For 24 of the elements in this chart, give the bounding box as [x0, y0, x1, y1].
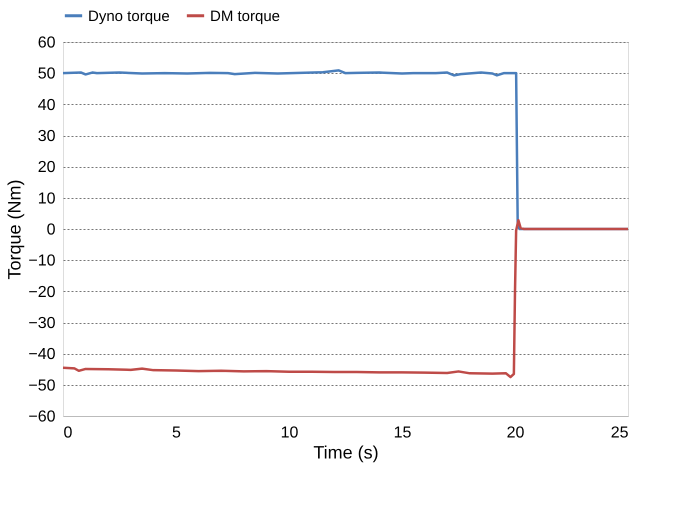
- y-tick-label: −60: [28, 408, 56, 426]
- y-tick-label: −30: [28, 315, 56, 332]
- y-tick-label: 50: [38, 66, 56, 83]
- legend-label: DM torque: [210, 8, 280, 25]
- x-tick-label: 5: [172, 424, 182, 442]
- y-tick-label: 0: [46, 222, 56, 238]
- x-tick-label: 20: [506, 424, 524, 442]
- x-axis-title: Time (s): [313, 442, 379, 462]
- x-tick-label: 15: [394, 424, 412, 442]
- x-tick-label: 10: [280, 424, 298, 442]
- y-tick-label: −50: [28, 377, 56, 394]
- y-tick-label: −10: [28, 252, 56, 270]
- y-tick-label: 30: [38, 128, 56, 145]
- y-tick-label: −20: [28, 284, 56, 301]
- y-tick-label: 40: [38, 96, 56, 114]
- legend-label: Dyno torque: [88, 8, 170, 25]
- x-tick-label: 0: [64, 424, 72, 442]
- y-tick-label: −40: [28, 346, 56, 364]
- line-series: [62, 219, 630, 378]
- y-tick-label: 60: [38, 34, 56, 52]
- y-axis-title: Torque (Nm): [4, 179, 24, 280]
- y-tick-label: 10: [38, 190, 56, 208]
- y-tick-label: 20: [38, 159, 56, 176]
- x-tick-label: 25: [610, 424, 629, 442]
